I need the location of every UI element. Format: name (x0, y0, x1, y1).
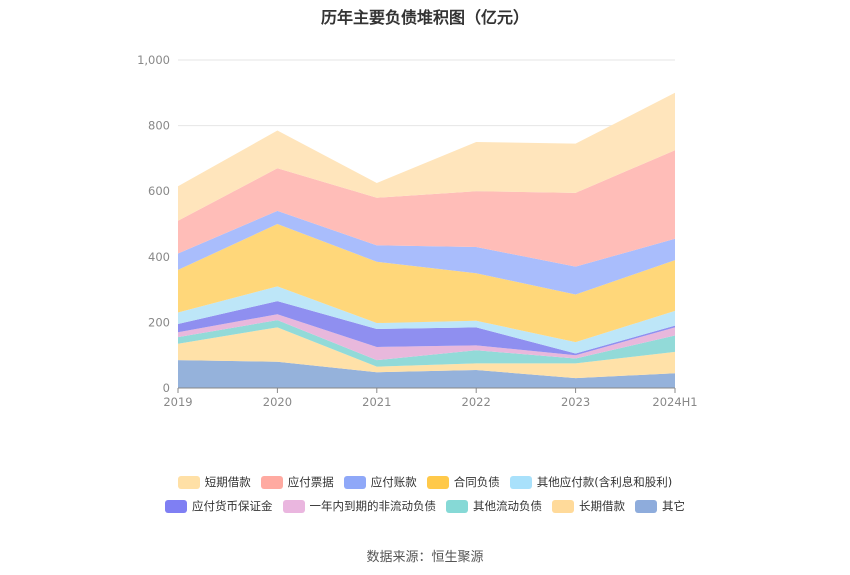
legend-swatch (177, 475, 200, 489)
legend-item[interactable]: 其他应付款(含利息和股利) (509, 474, 673, 490)
area-series[interactable] (178, 327, 675, 379)
x-tick-label: 2022 (462, 395, 491, 409)
area-series[interactable] (178, 210, 675, 295)
legend-label: 合同负债 (453, 475, 500, 489)
legend-label: 长期借款 (579, 499, 625, 513)
area-series[interactable] (178, 320, 675, 367)
area-series[interactable] (178, 360, 675, 388)
area-series[interactable] (178, 314, 675, 361)
legend-swatch (343, 475, 366, 489)
y-tick-label: 200 (148, 315, 170, 329)
area-series[interactable] (178, 150, 675, 267)
legend-item[interactable]: 应付票据 (260, 474, 334, 490)
y-tick-label: 0 (163, 381, 170, 395)
legend-label: 其它 (662, 499, 685, 513)
x-tick-label: 2021 (362, 395, 391, 409)
data-source-note: 数据来源：恒生聚源 (366, 550, 484, 565)
legend-label: 其他应付款(含利息和股利) (536, 475, 673, 489)
x-tick-label: 2023 (561, 395, 590, 409)
legend-row-1: 短期借款 应付票据 应付账款 合同负债 其他应付款(含利息和股利) (0, 474, 850, 490)
legend-label: 短期借款 (204, 475, 251, 489)
legend-item[interactable]: 一年内到期的非流动负债 (282, 498, 437, 514)
legend-swatch (635, 499, 657, 513)
legend-item[interactable]: 应付货币保证金 (165, 498, 273, 514)
y-tick-label: 1,000 (137, 53, 170, 67)
x-tick-label: 2019 (163, 395, 192, 409)
legend-label: 其他流动负债 (473, 499, 542, 513)
legend-swatch (426, 475, 449, 489)
legend-swatch (260, 475, 283, 489)
legend-label: 应付票据 (287, 475, 334, 489)
legend-item[interactable]: 其它 (635, 498, 685, 514)
area-series[interactable] (178, 286, 675, 354)
x-tick-label: 2020 (263, 395, 292, 409)
y-tick-label: 800 (148, 119, 170, 133)
legend-swatch (509, 475, 532, 489)
legend-label: 应付账款 (370, 475, 417, 489)
legend-swatch (552, 499, 574, 513)
chart-title: 历年主要负债堆积图（亿元） (320, 8, 529, 27)
legend-item[interactable]: 长期借款 (552, 498, 625, 514)
area-series[interactable] (178, 92, 675, 221)
legend-label: 应付货币保证金 (192, 499, 273, 513)
area-series[interactable] (178, 301, 675, 356)
x-tick-label: 2024H1 (652, 395, 697, 409)
legend-item[interactable]: 应付账款 (343, 474, 417, 490)
legend-item[interactable]: 合同负债 (426, 474, 500, 490)
legend-label: 一年内到期的非流动负债 (309, 499, 437, 513)
legend-item[interactable]: 其他流动负债 (446, 498, 542, 514)
legend-item[interactable]: 短期借款 (177, 474, 251, 490)
y-tick-label: 400 (148, 250, 170, 264)
legend-swatch (446, 499, 468, 513)
y-tick-label: 600 (148, 184, 170, 198)
area-series[interactable] (178, 224, 675, 343)
legend-swatch (282, 499, 305, 513)
legend-row-2: 应付货币保证金 一年内到期的非流动负债 其他流动负债 长期借款 其它 (0, 498, 850, 514)
stacked-area-chart: 0 200 400 600 800 1,000 2019 2020 2021 2022 2023 20… (137, 53, 698, 409)
legend-swatch (165, 499, 187, 513)
